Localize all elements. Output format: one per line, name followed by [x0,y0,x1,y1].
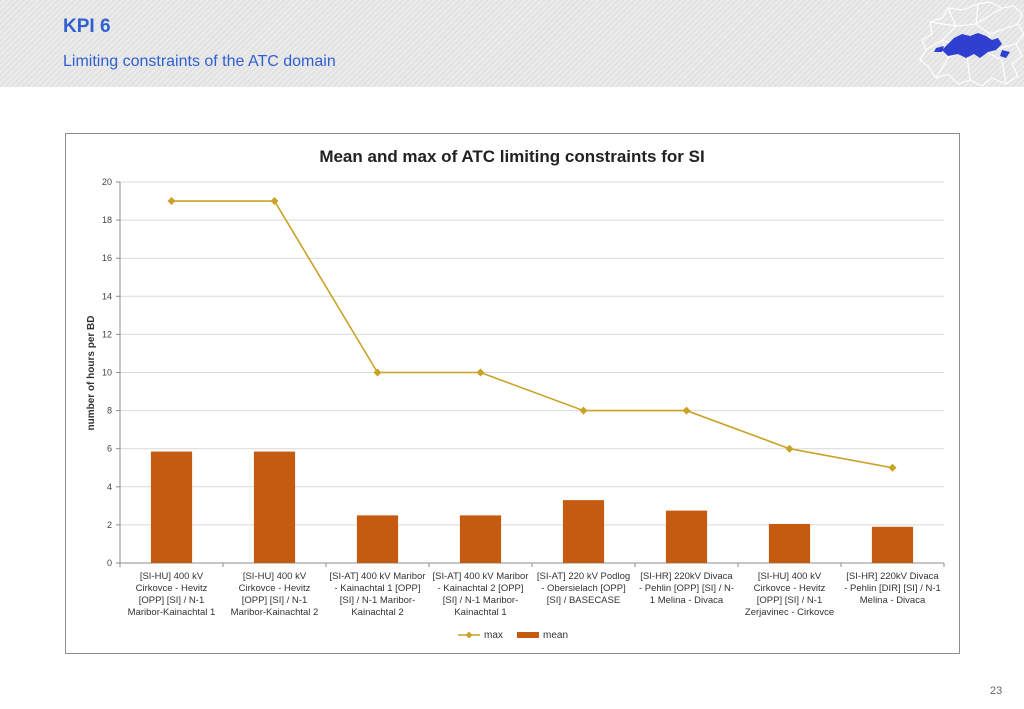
y-tick-label-10: 10 [102,368,112,378]
x-tick-label-line: - Kainachtal 2 [OPP] [437,583,523,594]
legend-mean-label: mean [543,630,568,641]
y-tick-label-4: 4 [107,482,112,492]
bar-mean-4 [459,515,502,563]
x-tick-label-line: Maribor-Kainachtal 2 [231,607,319,618]
x-tick-label-4: [SI-AT] 400 kV Maribor - Kainachtal 2 [OP… [433,571,529,618]
y-tick-label-6: 6 [107,444,112,454]
point-max-2 [270,197,279,206]
page-number: 23 [990,685,1003,697]
x-tick-label-1: [SI-HU] 400 kV Cirkovce - Hevitz [OPP] [SI… [128,571,216,618]
x-tick-label-line: 1 Melina - Divaca [650,595,724,606]
bar-mean-2 [253,451,296,563]
legend-max-marker [465,631,473,639]
x-tick-label-line: - Pehlin [OPP] [SI] / N- [639,583,734,594]
y-tick-label-12: 12 [102,329,112,339]
x-tick-label-line: Cirkovce - Hevitz [239,583,311,594]
grid-layer [116,181,945,567]
x-tick-label-line: [SI-AT] 400 kV Maribor [433,571,529,582]
x-tick-label-line: [SI] / N-1 Maribor- [443,595,519,606]
x-tick-label-5: [SI-AT] 220 kV Podlog - Obersielach [OPP]… [537,571,630,606]
x-tick-label-line: Cirkovce - Hevitz [136,583,208,594]
point-max-6 [682,406,691,415]
x-tick-label-line: Melina - Divaca [860,595,926,606]
x-tick-label-line: [SI-HU] 400 kV [243,571,307,582]
line-max [171,200,893,469]
x-tick-label-line: Kainachtal 2 [351,607,403,618]
y-tick-label-14: 14 [102,291,112,301]
x-tick-label-line: [SI-HU] 400 kV [140,571,204,582]
bar-mean-3 [356,515,399,563]
legend: max mean [458,630,568,641]
x-tick-label-7: [SI-HU] 400 kV Cirkovce - Hevitz [OPP] [SI… [745,571,834,618]
x-tick-label-line: [OPP] [SI] / N-1 [139,595,204,606]
point-max-7 [785,444,794,453]
point-max-4 [476,368,485,377]
x-tick-label-line: [OPP] [SI] / N-1 [242,595,307,606]
legend-max-label: max [484,630,503,641]
bar-mean-5 [562,500,605,563]
x-tick-label-line: [SI] / N-1 Maribor- [340,595,416,606]
x-tick-label-6: [SI-HR] 220kV Divaca - Pehlin [OPP] [SI] … [639,571,734,606]
point-max-1 [167,197,176,206]
x-tick-label-line: [OPP] [SI] / N-1 [757,595,822,606]
y-axis-label: number of hours per BD [86,315,97,430]
chart-frame: Mean and max of ATC limiting constraints… [65,133,960,654]
bar-series [150,451,914,563]
x-tick-label-line: Kainachtal 1 [454,607,506,618]
x-tick-label-line: [SI-HR] 220kV Divaca [640,571,733,582]
bar-mean-6 [665,510,708,563]
x-tick-label-line: - Pehlin [DIR] [SI] / N-1 [844,583,941,594]
atc-chart: Mean and max of ATC limiting constraints… [86,147,945,641]
y-tick-label-0: 0 [107,558,112,568]
x-tick-label-3: [SI-AT] 400 kV Maribor - Kainachtal 1 [OP… [330,571,426,618]
slide-subtitle: Limiting constraints of the ATC domain [63,53,336,70]
x-tick-label-line: [SI-HR] 220kV Divaca [846,571,939,582]
x-tick-label-line: - Kainachtal 1 [OPP] [334,583,420,594]
legend-mean-swatch [517,632,539,638]
x-tick-label-line: Maribor-Kainachtal 1 [128,607,216,618]
x-tick-label-2: [SI-HU] 400 kV Cirkovce - Hevitz [OPP] [SI… [231,571,319,618]
point-max-8 [888,463,897,472]
x-tick-label-line: [SI-HU] 400 kV [758,571,822,582]
y-tick-label-18: 18 [102,215,112,225]
x-tick-label-line: [SI-AT] 400 kV Maribor [330,571,426,582]
slide-header: KPI 6 Limiting constraints of the ATC do… [0,0,1024,87]
bar-mean-7 [768,523,811,563]
bar-mean-8 [871,526,914,563]
y-tick-label-16: 16 [102,253,112,263]
x-tick-label-line: [SI-AT] 220 kV Podlog [537,571,630,582]
line-series [167,197,897,472]
slide-title: KPI 6 [63,16,111,37]
chart-title: Mean and max of ATC limiting constraints… [319,147,704,166]
point-max-3 [373,368,382,377]
europe-map-logo-icon [919,1,1024,87]
y-tick-label-2: 2 [107,520,112,530]
x-tick-label-8: [SI-HR] 220kV Divaca - Pehlin [DIR] [SI] … [844,571,941,606]
x-tick-label-line: [SI] / BASECASE [547,595,620,606]
x-tick-label-line: - Obersielach [OPP] [541,583,625,594]
x-tick-label-line: Cirkovce - Hevitz [754,583,826,594]
point-max-5 [579,406,588,415]
x-tick-label-line: Zerjavinec - Cirkovce [745,607,834,618]
bar-mean-1 [150,451,193,563]
y-tick-label-8: 8 [107,406,112,416]
y-tick-label-20: 20 [102,177,112,187]
